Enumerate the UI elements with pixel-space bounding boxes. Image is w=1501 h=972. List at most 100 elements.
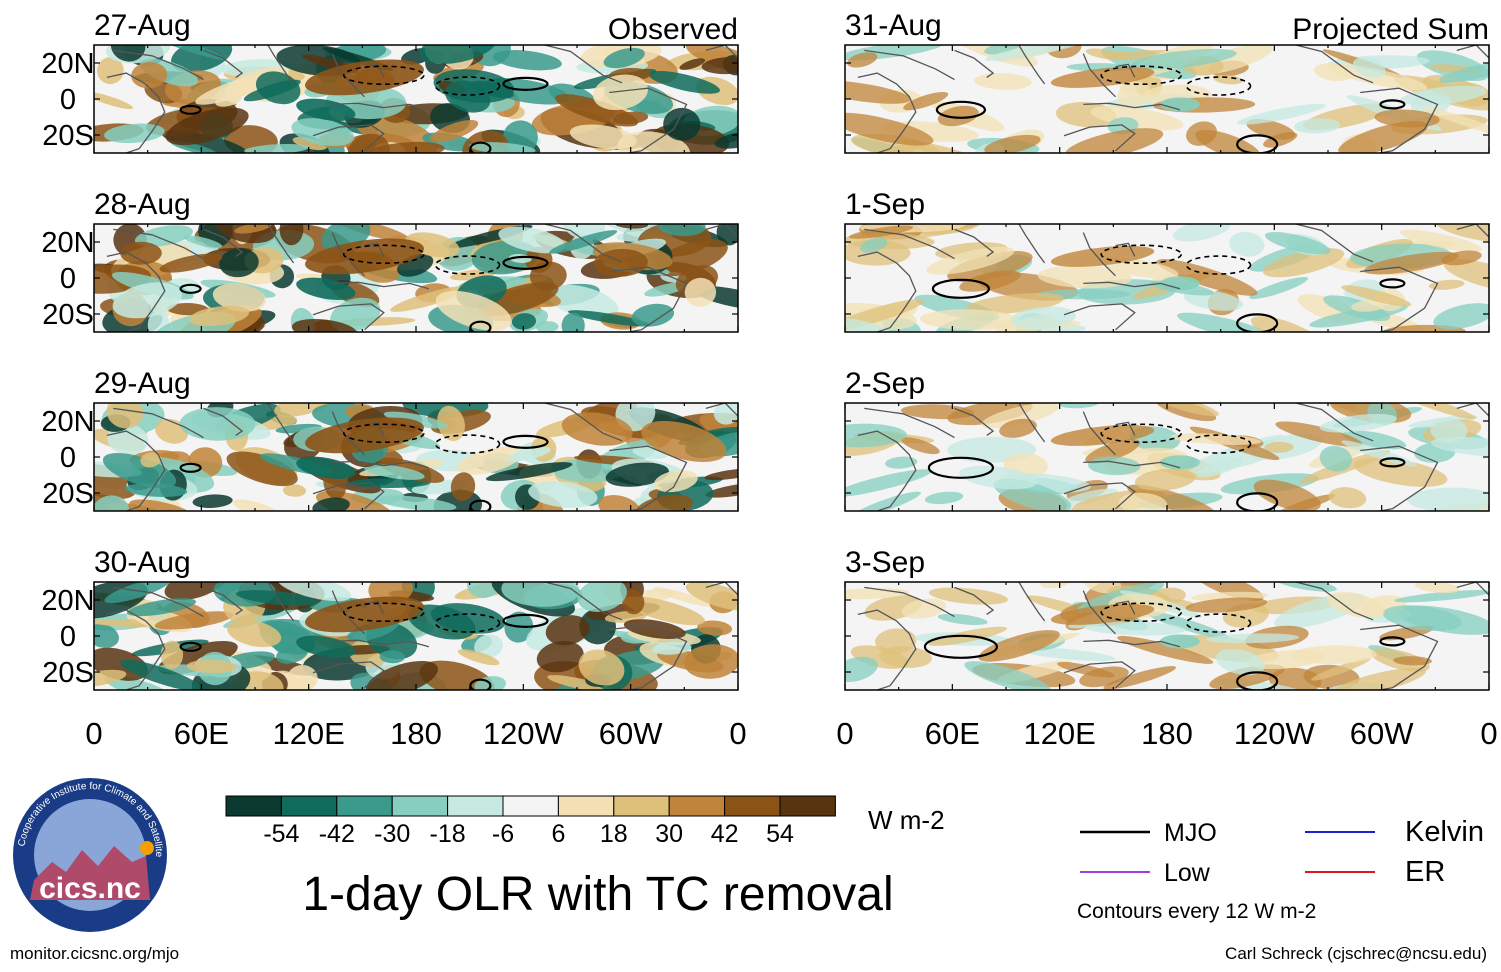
- coastline: [267, 403, 295, 443]
- colorbar-label: 6: [551, 820, 565, 848]
- coastline: [864, 586, 955, 618]
- coastline: [609, 87, 688, 153]
- coastline: [364, 421, 385, 436]
- colorbar-swatch: [447, 795, 504, 817]
- lon-tick-label: 0: [1480, 716, 1497, 751]
- coastline: [332, 281, 430, 290]
- mjo-contour-solid: [469, 320, 492, 332]
- colorbar-label: 54: [766, 820, 794, 848]
- colorbar-label: 18: [600, 820, 628, 848]
- coastline: [1063, 482, 1136, 510]
- coastline: [864, 228, 955, 260]
- mjo-contour-solid: [469, 141, 492, 153]
- coastline: [1018, 45, 1046, 85]
- mjo-contour-solid: [502, 613, 549, 628]
- lon-tick-label: 120E: [1023, 716, 1095, 751]
- coastline: [267, 45, 295, 85]
- mjo-contour-dashed: [434, 613, 501, 633]
- coastline: [705, 582, 738, 596]
- coastline: [1456, 224, 1489, 238]
- colorbar-label: -54: [263, 820, 299, 848]
- lat-tick-label: 0: [60, 84, 76, 116]
- coastline: [705, 45, 738, 59]
- coastline: [1115, 63, 1136, 78]
- coastline: [203, 586, 244, 615]
- coastline: [705, 224, 738, 238]
- lon-tick-label: 180: [1141, 716, 1193, 751]
- colorbar-swatch: [557, 795, 615, 817]
- coastline: [1295, 45, 1374, 84]
- coastline: [1063, 124, 1136, 152]
- coastline: [1456, 403, 1489, 417]
- coastline: [312, 482, 385, 510]
- coastline: [544, 224, 623, 263]
- colorbar-label: 30: [655, 820, 683, 848]
- mjo-contour-solid: [469, 499, 492, 511]
- colorbar-swatch: [336, 795, 393, 817]
- mjo-contour-dashed: [1100, 244, 1183, 265]
- coastline: [312, 661, 385, 689]
- coastline: [332, 102, 430, 111]
- mjo-contour-solid: [1236, 313, 1279, 332]
- colorbar-swatch: [613, 795, 670, 817]
- legend-label-er: ER: [1405, 856, 1445, 888]
- logo-sun: [140, 841, 154, 855]
- colorbar-swatch: [668, 795, 726, 817]
- coastline: [106, 430, 166, 511]
- lon-tick-label: 60W: [599, 716, 663, 751]
- coastline: [267, 582, 295, 622]
- coastline: [113, 228, 204, 260]
- coastline: [203, 228, 244, 257]
- lat-tick-label: 20S: [42, 299, 94, 331]
- mjo-contour-dashed: [1100, 65, 1183, 86]
- coastline: [106, 72, 166, 153]
- lat-tick-label: 20N: [41, 406, 94, 438]
- colorbar-swatch: [280, 795, 338, 817]
- projected-panel-4: 3-Sep: [844, 546, 1490, 691]
- mjo-contour-solid: [502, 434, 549, 449]
- mjo-contour-dashed: [1185, 613, 1252, 633]
- coastline: [312, 124, 385, 152]
- mjo-contour-solid: [179, 104, 202, 115]
- panel-date-label: 31-Aug: [845, 9, 942, 42]
- mjo-contour-dashed: [434, 76, 501, 96]
- lon-tick-label: 0: [729, 716, 746, 751]
- mjo-contour-solid: [927, 456, 995, 479]
- lon-tick-label: 60W: [1350, 716, 1414, 751]
- coastline: [1018, 582, 1046, 622]
- coastline: [609, 624, 688, 690]
- panel-date-label: 1-Sep: [845, 188, 925, 221]
- coastline: [364, 63, 385, 78]
- colorbar-label: -30: [374, 820, 410, 848]
- mjo-contour-solid: [1379, 278, 1406, 289]
- lon-tick-label: 0: [836, 716, 853, 751]
- lon-tick-label: 120E: [272, 716, 344, 751]
- lon-tick-label: 60E: [925, 716, 980, 751]
- mjo-contour-dashed: [342, 423, 425, 444]
- coastline: [1115, 242, 1136, 257]
- mjo-contour-solid: [469, 678, 492, 690]
- coastline: [544, 403, 623, 442]
- coastline: [954, 586, 995, 615]
- coastline: [857, 251, 917, 332]
- colorbar-swatch: [502, 795, 559, 817]
- lon-tick-label: 120W: [1234, 716, 1316, 751]
- observed-panel-1: 27-Aug Observed 20N 0 20S: [41, 9, 739, 154]
- coastline: [1063, 661, 1136, 689]
- mjo-contour-dashed: [434, 255, 501, 275]
- coastline: [1360, 87, 1439, 153]
- coastline: [203, 407, 244, 436]
- colorbar-label: -42: [319, 820, 355, 848]
- coastline: [864, 49, 955, 81]
- coastline: [864, 407, 955, 439]
- mjo-contour-dashed: [342, 244, 425, 265]
- mjo-contour-solid: [1379, 457, 1406, 468]
- lat-tick-label: 20S: [42, 657, 94, 689]
- mjo-contour-solid: [502, 255, 549, 270]
- colorbar-swatch: [724, 795, 781, 817]
- coastline: [331, 590, 365, 635]
- projected-panel-3: 2-Sep: [844, 367, 1490, 512]
- mjo-contour-solid: [1236, 134, 1279, 153]
